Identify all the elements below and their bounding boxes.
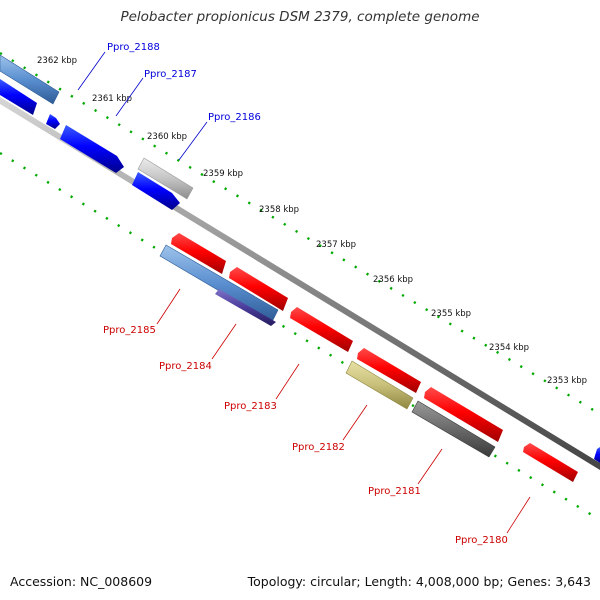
reverse-strand-features — [159, 233, 578, 482]
genome-summary-text: Topology: circular; Length: 4,008,000 bp… — [247, 574, 591, 589]
feature-red-2181[interactable] — [424, 387, 503, 442]
tick-label-2356: 2356 kbp — [373, 275, 413, 285]
leader-line-2185 — [156, 288, 181, 325]
gene-label-2185: Ppro_2185 — [103, 325, 156, 336]
gene-label-2183: Ppro_2183 — [224, 401, 277, 412]
feature-olive-2182[interactable] — [345, 360, 414, 410]
gene-label-2184: Ppro_2184 — [159, 361, 212, 372]
gene-label-2180: Ppro_2180 — [455, 535, 508, 546]
feature-red-2183[interactable] — [290, 307, 353, 352]
feature-steelblue-2188[interactable] — [0, 54, 60, 105]
gene-label-2182: Ppro_2182 — [292, 442, 345, 453]
leader-line-2184 — [211, 323, 237, 360]
tick-label-2360: 2360 kbp — [147, 132, 187, 142]
outer-tick-ring — [0, 51, 600, 416]
gene-label-2181: Ppro_2181 — [368, 486, 421, 497]
leader-line-2181 — [417, 448, 443, 485]
leader-line-2183 — [275, 363, 300, 400]
accession-text: Accession: NC_008609 — [10, 574, 153, 589]
tick-label-2361: 2361 kbp — [92, 94, 132, 104]
feature-blue-left[interactable] — [0, 79, 37, 115]
feature-blue-2187[interactable] — [60, 125, 124, 173]
tick-label-2357: 2357 kbp — [316, 240, 356, 250]
leader-line-2182 — [342, 404, 368, 441]
inner-tick-ring — [0, 151, 600, 522]
feature-red-middle[interactable] — [357, 348, 421, 393]
feature-blue-right-edge[interactable] — [594, 447, 600, 463]
gene-label-2187: Ppro_2187 — [144, 69, 197, 80]
tick-labels: 2362 kbp 2361 kbp 2360 kbp 2359 kbp 2358… — [37, 56, 587, 386]
tick-label-2353: 2353 kbp — [547, 376, 587, 386]
feature-red-2185[interactable] — [171, 233, 226, 274]
feature-grey-2186[interactable] — [137, 157, 194, 200]
reverse-gene-labels: Ppro_2185 Ppro_2184 Ppro_2183 Ppro_2182 … — [103, 288, 531, 546]
forward-gene-labels: Ppro_2188 Ppro_2187 Ppro_2186 — [77, 42, 261, 161]
gene-label-2186: Ppro_2186 — [208, 112, 261, 123]
tick-label-2354: 2354 kbp — [489, 343, 529, 353]
tick-label-2355: 2355 kbp — [431, 309, 471, 319]
feature-darkgrey-reverse[interactable] — [411, 400, 496, 458]
tick-label-2362: 2362 kbp — [37, 56, 77, 66]
map-title: Pelobacter propionicus DSM 2379, complet… — [120, 9, 480, 25]
leader-line-2187 — [115, 77, 144, 117]
feature-red-2184[interactable] — [229, 267, 288, 311]
gene-label-2188: Ppro_2188 — [107, 42, 160, 53]
feature-slate-reverse[interactable] — [215, 289, 276, 326]
forward-strand-features — [0, 54, 600, 463]
tick-label-2358: 2358 kbp — [259, 205, 299, 215]
leader-line-2188 — [77, 51, 106, 91]
leader-line-2186 — [178, 121, 208, 161]
feature-blue-forward[interactable] — [132, 172, 180, 210]
tick-label-2359: 2359 kbp — [203, 169, 243, 179]
leader-line-2180 — [506, 496, 531, 534]
feature-red-2180[interactable] — [523, 443, 578, 482]
feature-blue-small[interactable] — [46, 114, 60, 129]
